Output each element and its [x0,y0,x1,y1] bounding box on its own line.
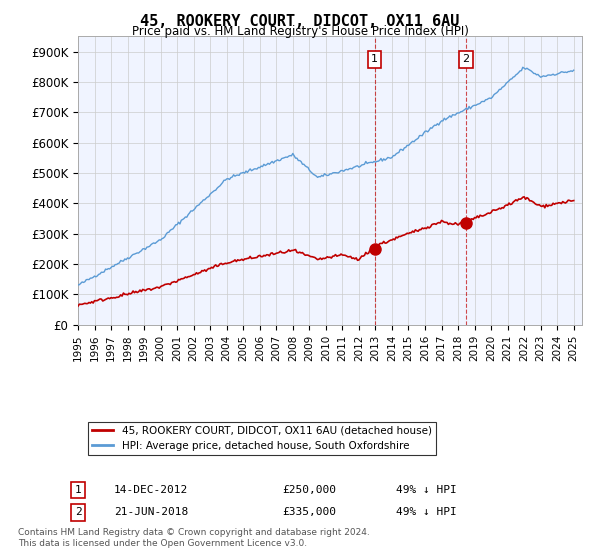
Text: 2: 2 [462,54,469,64]
Text: 49% ↓ HPI: 49% ↓ HPI [396,507,457,517]
Text: £335,000: £335,000 [282,507,336,517]
Text: £250,000: £250,000 [282,485,336,495]
Text: 45, ROOKERY COURT, DIDCOT, OX11 6AU: 45, ROOKERY COURT, DIDCOT, OX11 6AU [140,14,460,29]
Legend: 45, ROOKERY COURT, DIDCOT, OX11 6AU (detached house), HPI: Average price, detach: 45, ROOKERY COURT, DIDCOT, OX11 6AU (det… [88,422,436,455]
Text: 2: 2 [74,507,82,517]
Text: Price paid vs. HM Land Registry's House Price Index (HPI): Price paid vs. HM Land Registry's House … [131,25,469,38]
Text: 49% ↓ HPI: 49% ↓ HPI [396,485,457,495]
Text: Contains HM Land Registry data © Crown copyright and database right 2024.
This d: Contains HM Land Registry data © Crown c… [18,528,370,548]
Text: 14-DEC-2012: 14-DEC-2012 [114,485,188,495]
Text: 21-JUN-2018: 21-JUN-2018 [114,507,188,517]
Text: 1: 1 [371,54,378,64]
Text: 1: 1 [74,485,82,495]
